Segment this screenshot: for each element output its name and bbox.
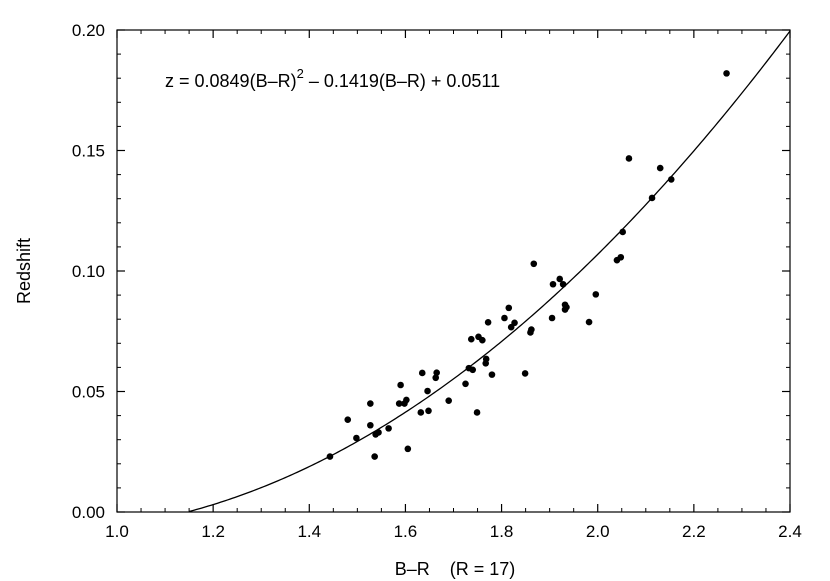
fit-curve [188,30,791,513]
data-point [488,371,496,378]
y-tick-label: 0.05 [72,383,105,402]
y-tick-label: 0.20 [72,21,105,40]
y-axis-title: Redshift [14,238,34,304]
data-point [619,228,627,236]
data-point [418,369,426,377]
data-point [530,260,538,268]
data-point [467,335,475,343]
data-point [479,336,486,344]
data-point [473,409,481,416]
data-point [585,318,593,326]
data-point [548,314,556,322]
data-point [424,387,431,395]
data-point [528,326,535,333]
fit-equation-suffix: – 0.1419(B–R) + 0.0511 [304,71,500,91]
data-point [501,314,508,322]
data-point [482,355,490,363]
x-tick-label: 2.0 [586,522,610,541]
y-tick-label: 0.00 [72,503,105,522]
data-point [469,366,477,374]
x-tick-label: 1.4 [297,522,321,541]
data-point [433,369,440,377]
data-point [375,429,382,436]
x-tick-label: 2.4 [778,522,802,541]
fit-equation: z = 0.0849(B–R)2 – 0.1419(B–R) + 0.0511 [165,66,500,91]
data-point [667,176,675,183]
data-point [417,409,425,416]
x-tick-label: 1.6 [394,522,418,541]
data-point [432,374,440,382]
plot-frame [116,29,791,513]
data-point [484,319,492,326]
data-point [521,370,529,377]
x-tick-label: 1.8 [490,522,514,541]
x-tick-label: 2.2 [682,522,706,541]
x-tick-label: 1.0 [105,522,129,541]
fit-equation-prefix: z = 0.0849(B–R) [165,71,297,91]
data-point [505,304,513,312]
axis-tick-labels: 1.0 1.2 1.4 1.6 1.8 2.0 2.2 2.4 0.00 0.05 0.10 0.15… [72,21,802,541]
y-tick-label: 0.15 [72,142,105,161]
fit-equation-superscript: 2 [297,66,304,81]
data-points [326,70,730,460]
data-point [625,155,633,162]
axis-ticks [116,29,791,513]
data-point [462,380,469,388]
data-point [592,291,600,298]
data-point [403,396,410,404]
data-point [563,303,570,311]
data-point [511,319,518,327]
data-point [445,397,452,404]
data-point [371,453,378,460]
data-point [425,407,432,415]
data-point [326,453,334,460]
data-point [617,253,625,261]
data-point [648,194,656,202]
x-axis-title: B–R (R = 17) [395,559,516,579]
data-point [395,400,403,407]
data-point [344,416,352,423]
data-point [367,400,374,407]
data-point [397,381,404,389]
y-tick-label: 0.10 [72,262,105,281]
data-point [549,280,557,288]
data-point [559,280,567,288]
data-point [723,70,730,77]
data-point [656,164,664,172]
data-point [367,421,374,429]
data-point [385,425,392,432]
x-tick-label: 1.2 [201,522,225,541]
data-point [353,434,360,442]
data-point [556,275,564,283]
data-point [404,445,412,453]
